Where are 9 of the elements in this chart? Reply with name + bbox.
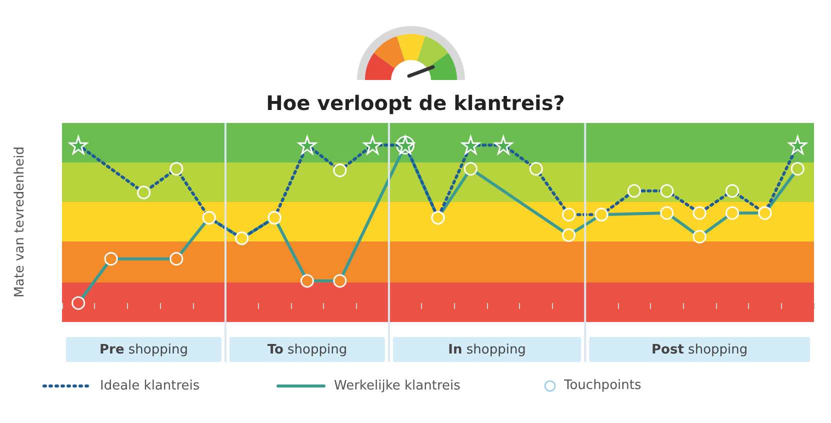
text: In shopping xyxy=(448,342,526,358)
y-axis-title: Mate van tevredenheid xyxy=(12,146,28,298)
legend-label: Werkelijke klantreis xyxy=(334,378,461,394)
text: Touchpoints xyxy=(564,378,642,393)
legend-label: Ideale klantreis xyxy=(100,378,200,394)
text: Post shopping xyxy=(652,342,748,358)
text: To shopping xyxy=(267,342,348,358)
text: Pre shopping xyxy=(100,342,188,358)
chart-title: Hoe verloopt de klantreis? xyxy=(266,91,565,115)
